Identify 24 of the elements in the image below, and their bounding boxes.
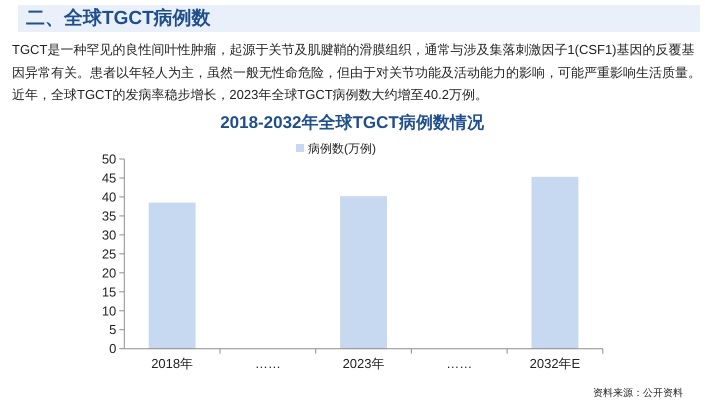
x-tick-label: …… <box>254 356 281 371</box>
text: TGCT是一种罕见的良性间叶性肿瘤，起源于关节及肌腱鞘的滑膜组织，通常与涉及集落刺激因子1(CSF1)基因的反覆基因异常有关。患者以年轻人为主，虽然一般无性命危险，但由于对关节功能及活动能力的影响，可能严重影响生活质量。近年，全球TGCT的发病率稳步增长，2023年全球TGCT病例数大约增至40.2万例。 <box>12 41 702 104</box>
legend: 病例数(万例) <box>296 142 376 156</box>
y-tick-label: 20 <box>102 265 116 280</box>
y-tick-label: 45 <box>102 170 116 186</box>
y-tick-label: 35 <box>102 208 116 224</box>
y-tick-label: 40 <box>102 189 116 204</box>
x-tick-label: 2018年 <box>151 356 194 371</box>
y-tick-label: 10 <box>102 303 116 318</box>
y-tick-label: 15 <box>102 284 116 300</box>
x-tick-label: 2023年 <box>342 356 385 371</box>
bar <box>340 196 387 349</box>
bar <box>532 176 578 349</box>
bar <box>148 202 196 349</box>
y-tick-label: 5 <box>109 322 116 338</box>
y-tick-label: 25 <box>102 246 116 262</box>
y-tick-label: 0 <box>109 341 116 356</box>
x-tick-label: …… <box>446 356 472 371</box>
x-tick-label: 2032年E <box>530 356 581 371</box>
y-tick-label: 30 <box>102 227 116 242</box>
chart-title: 2018-2032年全球TGCT病例数情况 <box>220 113 485 132</box>
text: 资料来源：公开资料 <box>593 386 683 400</box>
y-tick-label: 50 <box>102 152 116 166</box>
text: 二、全球TGCT病例数 <box>26 7 211 31</box>
